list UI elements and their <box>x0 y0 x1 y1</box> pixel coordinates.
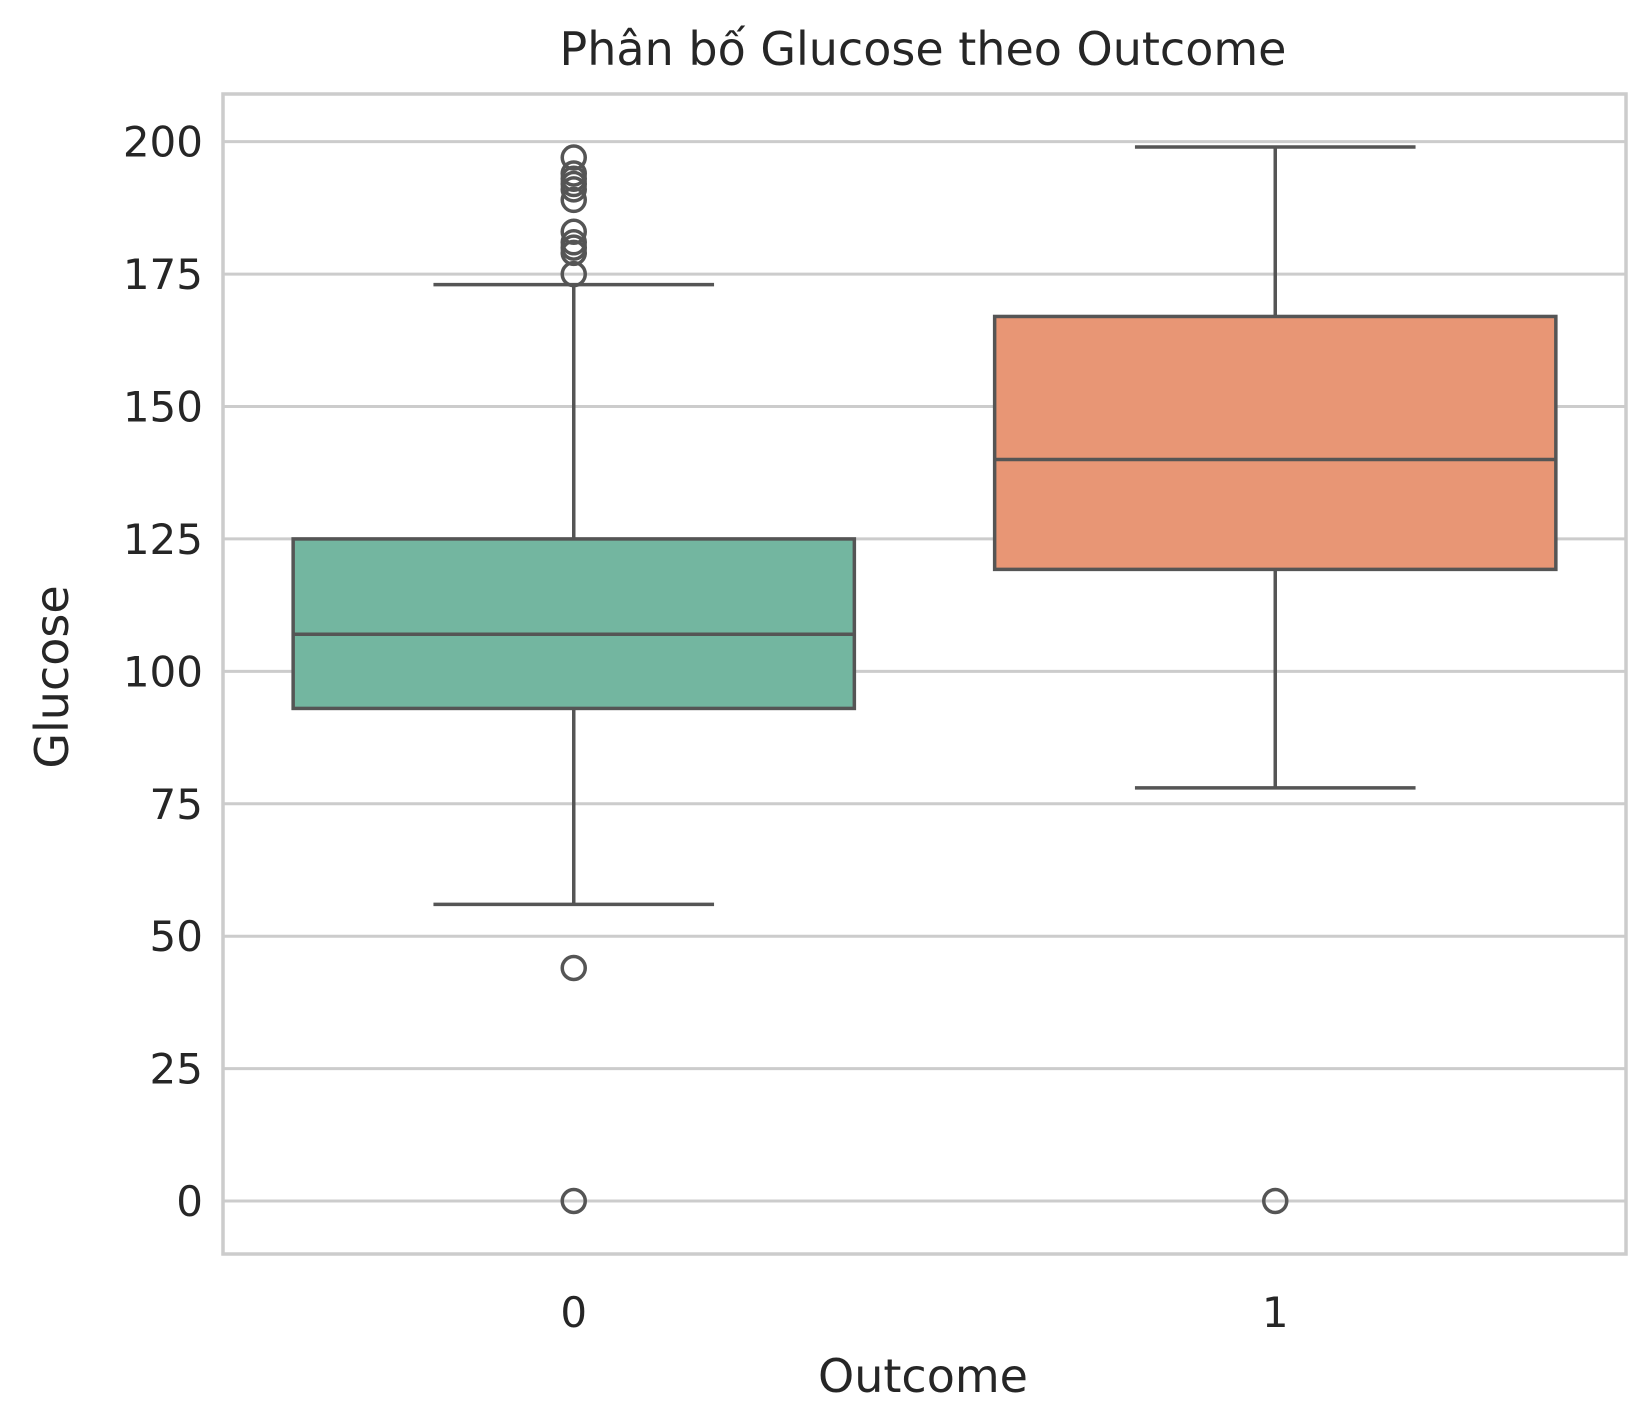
outlier-point <box>560 160 587 187</box>
y-tick-label: 125 <box>123 515 203 564</box>
box-group-0 <box>291 144 857 1215</box>
outlier-point <box>560 954 587 982</box>
y-tick-label: 0 <box>176 1177 203 1226</box>
y-tick-label: 25 <box>150 1045 203 1094</box>
y-tick-labels: 0 25 50 75 100 125 150 175 200 <box>123 118 203 1226</box>
x-axis-label: Outcome <box>818 1349 1028 1403</box>
y-tick-label: 175 <box>123 250 203 299</box>
outlier-point <box>560 144 587 171</box>
plot-area <box>291 144 1558 1215</box>
y-axis-label: Glucose <box>25 585 79 768</box>
x-tick-label: 0 <box>560 1288 587 1337</box>
outlier-point <box>560 218 587 245</box>
outlier-point <box>560 186 587 214</box>
y-tick-label: 50 <box>150 912 203 961</box>
box-group-1 <box>992 145 1558 1215</box>
plot-frame <box>221 92 1628 1256</box>
box <box>992 314 1558 572</box>
outlier-point <box>560 1187 587 1215</box>
outlier-point <box>560 260 587 288</box>
y-tick-label: 100 <box>123 647 203 696</box>
x-tick-label: 1 <box>1262 1288 1289 1337</box>
chart-title: Phân bố Glucose theo Outcome <box>560 22 1287 76</box>
y-tick-label: 150 <box>123 383 203 432</box>
box <box>291 537 857 711</box>
outlier-point <box>560 229 587 256</box>
outlier-point <box>1262 1187 1289 1215</box>
y-tick-label: 75 <box>150 780 203 829</box>
y-tick-label: 200 <box>123 118 203 167</box>
